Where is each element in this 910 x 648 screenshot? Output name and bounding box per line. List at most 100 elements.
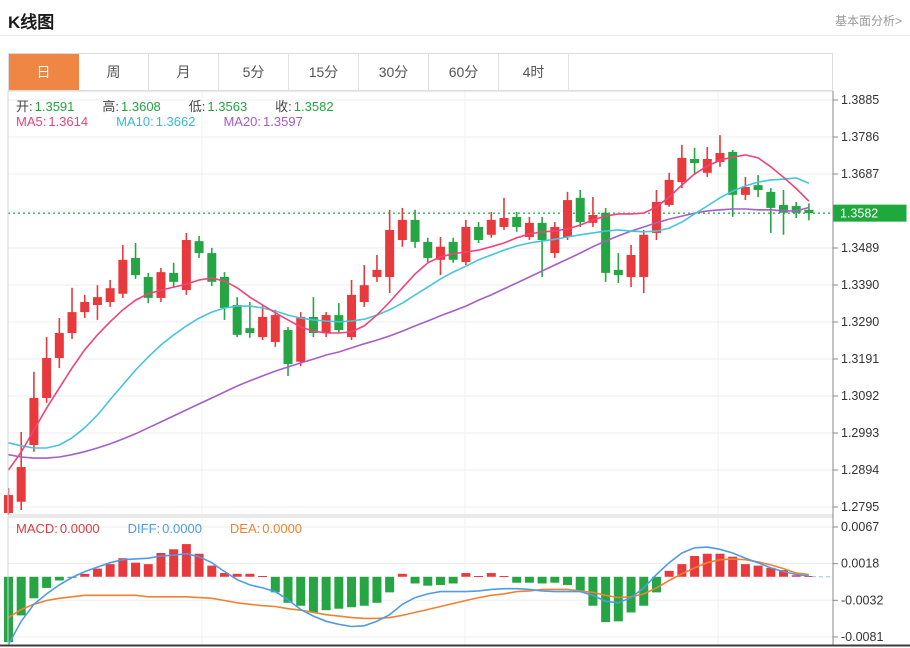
macd-bar	[232, 573, 242, 577]
candle-body	[67, 312, 77, 333]
macd-bar	[29, 576, 39, 599]
ohlc-row-item-2: 低: 1.3563	[189, 99, 253, 114]
macd-bar	[461, 573, 471, 577]
macd-bar	[563, 576, 573, 585]
macd-bar	[80, 573, 90, 577]
legend-label: 低:	[188, 99, 206, 114]
candle-body	[715, 153, 725, 162]
price-axis: 1.38851.37861.36871.35881.34891.33901.32…	[833, 93, 883, 644]
macd-bar	[766, 567, 776, 577]
candle-body	[194, 241, 204, 254]
macd-bar	[334, 576, 344, 609]
candle-body	[626, 254, 636, 277]
ohlc-row-item-3: 收: 1.3582	[275, 99, 339, 114]
macd-bar	[664, 570, 674, 577]
price-tick-label: 1.3390	[841, 278, 879, 292]
candle-body	[347, 294, 357, 338]
macd-tick-label: 0.0067	[841, 520, 879, 534]
macd-bar	[385, 576, 395, 593]
ma-row-item-0: MA5: 1.3614	[16, 114, 94, 129]
tab-30min[interactable]: 30分	[359, 54, 429, 90]
tab-week[interactable]: 周	[79, 54, 149, 90]
candle-body	[740, 187, 750, 195]
candle-body	[677, 157, 687, 183]
macd-bar	[347, 576, 357, 608]
page-title: K线图	[8, 13, 55, 32]
price-tick-label: 1.3191	[841, 352, 879, 366]
candle-body	[359, 285, 369, 303]
candle-body	[16, 467, 26, 502]
macd-bar	[791, 575, 801, 577]
candle-body	[92, 297, 102, 305]
candle-body	[474, 226, 484, 241]
tab-month[interactable]: 月	[149, 54, 219, 90]
current-price-badge: 1.3582	[833, 204, 907, 222]
candle-body	[29, 397, 39, 446]
tab-5min[interactable]: 5分	[219, 54, 289, 90]
legend-label: DIFF:	[127, 521, 161, 536]
candle-body	[448, 241, 458, 260]
macd-bar	[245, 573, 255, 577]
ma-row-item-1: MA10: 1.3662	[116, 114, 201, 129]
candle-body	[385, 229, 395, 277]
macd-bar	[181, 544, 191, 577]
price-tick-label: 1.3786	[841, 130, 879, 144]
legend-value: 1.3563	[207, 99, 248, 114]
macd-bar	[296, 576, 306, 606]
tab-15min[interactable]: 15分	[289, 54, 359, 90]
macd-row-item-1: DIFF: 0.0000	[128, 521, 208, 536]
tab-60min[interactable]: 60分	[429, 54, 499, 90]
macd-bar	[92, 568, 102, 577]
macd-bar	[575, 576, 585, 591]
candle-body	[486, 219, 496, 235]
macd-bar	[397, 573, 407, 577]
legend-label: 收:	[275, 99, 292, 114]
macd-bar	[54, 576, 64, 581]
price-tick-label: 1.2993	[841, 426, 879, 440]
legend-label: MA20:	[223, 114, 262, 129]
macd-bar	[194, 553, 204, 577]
macd-bar	[702, 553, 712, 577]
candle-body	[181, 240, 191, 291]
macd-bar	[258, 576, 268, 578]
tab-day[interactable]: 日	[9, 54, 79, 90]
macd-bar	[308, 576, 318, 613]
macd-bar	[219, 573, 229, 577]
candle-body	[779, 204, 789, 213]
macd-bar	[410, 576, 420, 584]
candle-body	[118, 259, 128, 294]
candle-body	[42, 358, 52, 398]
candle-body	[169, 272, 179, 282]
price-tick-label: 1.3092	[841, 389, 879, 403]
macd-bar	[16, 576, 26, 616]
fundamental-analysis-link[interactable]: 基本面分析>	[834, 14, 902, 28]
candle-body	[283, 330, 293, 364]
legend-value: 0.0000	[262, 521, 303, 536]
macd-bar	[169, 549, 179, 577]
tab-4hour[interactable]: 4时	[499, 54, 569, 90]
macd-bar	[118, 558, 128, 577]
title-divider	[0, 35, 910, 36]
price-tick-label: 1.2795	[841, 500, 879, 514]
legend-label: MA5:	[16, 114, 47, 129]
macd-row-item-0: MACD: 0.0000	[16, 521, 106, 536]
macd-bar	[448, 576, 458, 584]
macd-bar	[207, 565, 217, 577]
candle-body	[588, 215, 598, 223]
candle-body	[753, 185, 763, 190]
ma20-line	[8, 206, 810, 459]
candle-body	[613, 269, 623, 276]
legend-label: MA10:	[116, 114, 154, 129]
dea-line	[8, 558, 809, 620]
macd-bar	[715, 553, 725, 577]
legend-label: DEA:	[229, 521, 261, 536]
current-price-value: 1.3582	[840, 207, 878, 221]
candle-body	[766, 191, 776, 208]
macd-bar	[474, 576, 484, 578]
legend-label: MACD:	[16, 521, 58, 536]
candle-body	[690, 158, 700, 164]
candle-body	[791, 206, 801, 213]
candle-body	[651, 201, 661, 233]
candle-body	[563, 200, 573, 238]
